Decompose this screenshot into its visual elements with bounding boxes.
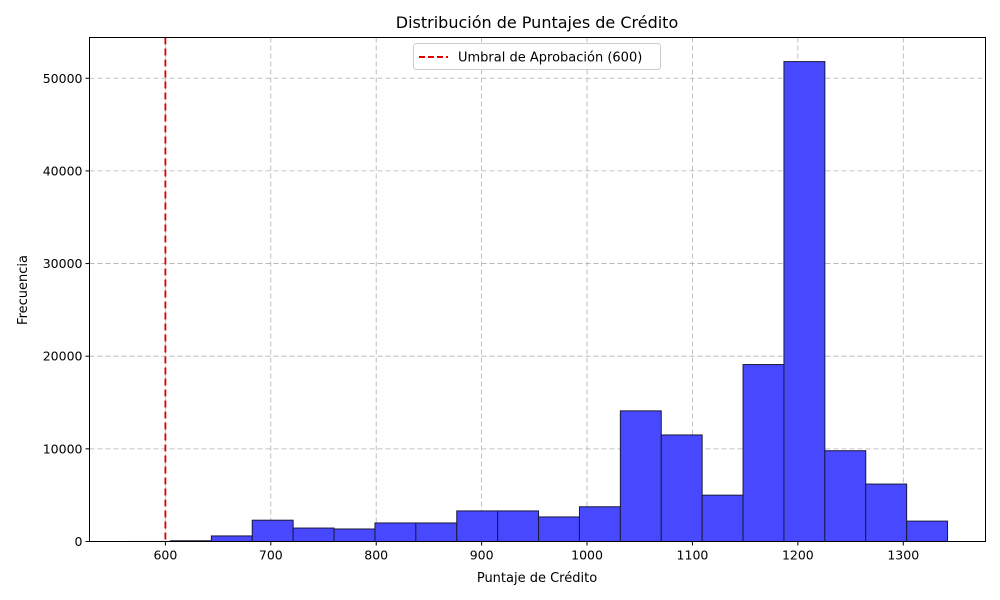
x-axis-ticks: 600 700 800 900 1000 1100 1200 1300 bbox=[153, 541, 919, 563]
y-axis-ticks: 0 10000 20000 30000 40000 50000 bbox=[43, 71, 90, 549]
x-tick-label: 1000 bbox=[571, 548, 603, 563]
histogram-bar bbox=[333, 528, 376, 543]
plot-frame bbox=[89, 37, 986, 542]
y-tick-label: 50000 bbox=[43, 71, 83, 86]
y-tick-label: 40000 bbox=[43, 163, 83, 178]
histogram-bar bbox=[742, 364, 785, 543]
histogram-bar bbox=[906, 520, 949, 543]
x-tick-label: 600 bbox=[153, 548, 177, 563]
x-tick-label: 1300 bbox=[887, 548, 919, 563]
histogram-bar bbox=[619, 410, 662, 542]
y-tick-label: 10000 bbox=[43, 441, 83, 456]
legend-box bbox=[413, 43, 661, 70]
histogram-bar bbox=[578, 506, 621, 542]
histogram-bar bbox=[374, 522, 417, 542]
histogram-bar bbox=[824, 450, 867, 542]
histogram-bar bbox=[497, 510, 540, 543]
histogram-bar bbox=[865, 483, 908, 543]
legend-threshold-label: Umbral de Aprobación (600) bbox=[458, 51, 642, 66]
histogram-bars bbox=[129, 61, 949, 543]
x-tick-label: 800 bbox=[364, 548, 388, 563]
histogram-bar bbox=[415, 522, 458, 542]
y-tick-label: 20000 bbox=[43, 349, 83, 364]
x-tick-label: 1100 bbox=[677, 548, 709, 563]
legend: Umbral de Aprobación (600) bbox=[413, 43, 661, 70]
x-tick-label: 700 bbox=[259, 548, 283, 563]
x-tick-label: 900 bbox=[470, 548, 494, 563]
histogram-bar bbox=[701, 494, 744, 543]
histogram-bar bbox=[783, 61, 826, 543]
chart-title: Distribución de Puntajes de Crédito bbox=[396, 13, 678, 32]
x-axis-label: Puntaje de Crédito bbox=[477, 571, 597, 586]
histogram-bar bbox=[292, 527, 335, 542]
histogram-bar bbox=[456, 510, 499, 543]
x-tick-label: 1200 bbox=[782, 548, 814, 563]
histogram-bar bbox=[251, 519, 294, 542]
y-tick-label: 0 bbox=[75, 534, 83, 549]
histogram-bar bbox=[660, 434, 703, 542]
y-tick-label: 30000 bbox=[43, 256, 83, 271]
histogram-bar bbox=[538, 516, 580, 543]
y-axis-label: Frecuencia bbox=[16, 255, 31, 325]
histogram-bar bbox=[210, 535, 253, 542]
